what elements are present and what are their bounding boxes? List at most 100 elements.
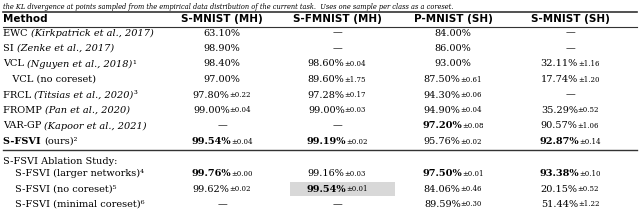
Text: S-MNIST (MH): S-MNIST (MH) (181, 14, 263, 24)
Text: ±0.14: ±0.14 (579, 138, 600, 146)
Text: S-FMNIST (MH): S-FMNIST (MH) (292, 14, 381, 24)
Text: —: — (332, 29, 342, 38)
Text: 20.15%: 20.15% (541, 185, 578, 193)
Text: 63.10%: 63.10% (204, 29, 241, 38)
Text: —: — (217, 200, 227, 209)
Text: 99.16%: 99.16% (308, 169, 345, 178)
Text: 94.90%: 94.90% (424, 106, 461, 115)
Text: ±0.52: ±0.52 (578, 106, 599, 114)
Text: 95.76%: 95.76% (424, 137, 461, 146)
Text: 99.54%: 99.54% (191, 137, 231, 146)
Text: ±0.04: ±0.04 (461, 106, 482, 114)
Text: 99.19%: 99.19% (307, 137, 346, 146)
Text: ±0.46: ±0.46 (461, 185, 482, 193)
Text: 84.00%: 84.00% (435, 29, 472, 38)
Text: —: — (565, 29, 575, 38)
Text: S-FSVI Ablation Study:: S-FSVI Ablation Study: (3, 157, 117, 166)
Text: 92.87%: 92.87% (540, 137, 579, 146)
Text: (Zenke et al., 2017): (Zenke et al., 2017) (17, 44, 114, 53)
Text: 98.90%: 98.90% (204, 44, 241, 53)
Text: ±0.02: ±0.02 (461, 138, 482, 146)
Text: ±1.16: ±1.16 (578, 60, 600, 68)
Text: 99.62%: 99.62% (193, 185, 230, 193)
Text: (Nguyen et al., 2018): (Nguyen et al., 2018) (27, 59, 132, 68)
Text: 94.30%: 94.30% (424, 91, 461, 100)
Text: 99.76%: 99.76% (191, 169, 231, 178)
Text: ±0.03: ±0.03 (345, 106, 366, 114)
Text: S-FSVI (no coreset)⁵: S-FSVI (no coreset)⁵ (15, 185, 116, 193)
Text: —: — (332, 200, 342, 209)
Text: 17.74%: 17.74% (541, 75, 578, 84)
Text: ±0.04: ±0.04 (230, 106, 251, 114)
Text: —: — (565, 44, 575, 53)
Text: 86.00%: 86.00% (435, 44, 472, 53)
Text: (Kirkpatrick et al., 2017): (Kirkpatrick et al., 2017) (31, 28, 154, 38)
Text: ±0.02: ±0.02 (346, 138, 367, 146)
Text: 84.06%: 84.06% (424, 185, 461, 193)
Text: ±0.61: ±0.61 (461, 76, 482, 84)
Bar (290, 182, 395, 196)
Text: —: — (565, 91, 575, 100)
Text: ±0.06: ±0.06 (461, 91, 483, 99)
Text: 99.00%: 99.00% (193, 106, 230, 115)
Text: the KL divergence at points sampled from the empirical data distribution of the : the KL divergence at points sampled from… (3, 3, 453, 11)
Text: 90.57%: 90.57% (541, 122, 578, 130)
Text: VAR-GP: VAR-GP (3, 122, 45, 130)
Text: ±0.03: ±0.03 (345, 169, 366, 177)
Text: ¹: ¹ (132, 59, 136, 68)
Text: SI: SI (3, 44, 17, 53)
Text: 93.38%: 93.38% (540, 169, 579, 178)
Text: ±1.06: ±1.06 (578, 122, 599, 130)
Text: 32.11%: 32.11% (541, 59, 578, 68)
Text: 99.54%: 99.54% (307, 185, 346, 193)
Text: ±1.20: ±1.20 (578, 76, 600, 84)
Text: —: — (332, 122, 342, 130)
Text: (Titsias et al., 2020): (Titsias et al., 2020) (35, 91, 134, 100)
Text: —: — (217, 122, 227, 130)
Text: 97.28%: 97.28% (308, 91, 345, 100)
Text: 89.60%: 89.60% (308, 75, 344, 84)
Text: ±0.04: ±0.04 (231, 138, 253, 146)
Text: (Kapoor et al., 2021): (Kapoor et al., 2021) (45, 121, 147, 131)
Text: ±0.01: ±0.01 (462, 169, 484, 177)
Text: 93.00%: 93.00% (435, 59, 472, 68)
Text: P-MNIST (SH): P-MNIST (SH) (413, 14, 492, 24)
Text: S-MNIST (SH): S-MNIST (SH) (531, 14, 609, 24)
Text: 97.80%: 97.80% (193, 91, 230, 100)
Text: ±0.30: ±0.30 (461, 201, 482, 209)
Text: 87.50%: 87.50% (424, 75, 461, 84)
Text: 89.59%: 89.59% (424, 200, 461, 209)
Text: (Pan et al., 2020): (Pan et al., 2020) (45, 106, 130, 115)
Text: VCL (no coreset): VCL (no coreset) (3, 75, 96, 84)
Text: 97.50%: 97.50% (422, 169, 462, 178)
Text: ±0.04: ±0.04 (344, 60, 366, 68)
Text: ±0.22: ±0.22 (230, 91, 251, 99)
Text: —: — (332, 44, 342, 53)
Text: ±0.10: ±0.10 (579, 169, 600, 177)
Text: EWC: EWC (3, 29, 31, 38)
Text: FRCL: FRCL (3, 91, 35, 100)
Text: ±0.17: ±0.17 (345, 91, 366, 99)
Text: S-FSVI (minimal coreset)⁶: S-FSVI (minimal coreset)⁶ (15, 200, 145, 209)
Text: 99.00%: 99.00% (308, 106, 345, 115)
Text: Method: Method (3, 14, 47, 24)
Text: ³: ³ (134, 91, 138, 100)
Text: ±0.02: ±0.02 (230, 185, 251, 193)
Text: ±0.00: ±0.00 (231, 169, 253, 177)
Text: FROMP: FROMP (3, 106, 45, 115)
Text: S-FSVI (larger networks)⁴: S-FSVI (larger networks)⁴ (15, 169, 144, 178)
Text: ±0.52: ±0.52 (578, 185, 599, 193)
Text: ±1.75: ±1.75 (344, 76, 366, 84)
Text: ±1.22: ±1.22 (578, 201, 599, 209)
Text: VCL: VCL (3, 59, 27, 68)
Text: 98.40%: 98.40% (204, 59, 241, 68)
Text: 98.60%: 98.60% (308, 59, 344, 68)
Text: (ours)²: (ours)² (44, 137, 77, 146)
Text: ±0.08: ±0.08 (462, 122, 484, 130)
Text: 97.20%: 97.20% (422, 122, 462, 130)
Text: 51.44%: 51.44% (541, 200, 578, 209)
Text: S-FSVI: S-FSVI (3, 137, 44, 146)
Text: 35.29%: 35.29% (541, 106, 578, 115)
Text: ±0.01: ±0.01 (346, 185, 367, 193)
Text: 97.00%: 97.00% (204, 75, 241, 84)
